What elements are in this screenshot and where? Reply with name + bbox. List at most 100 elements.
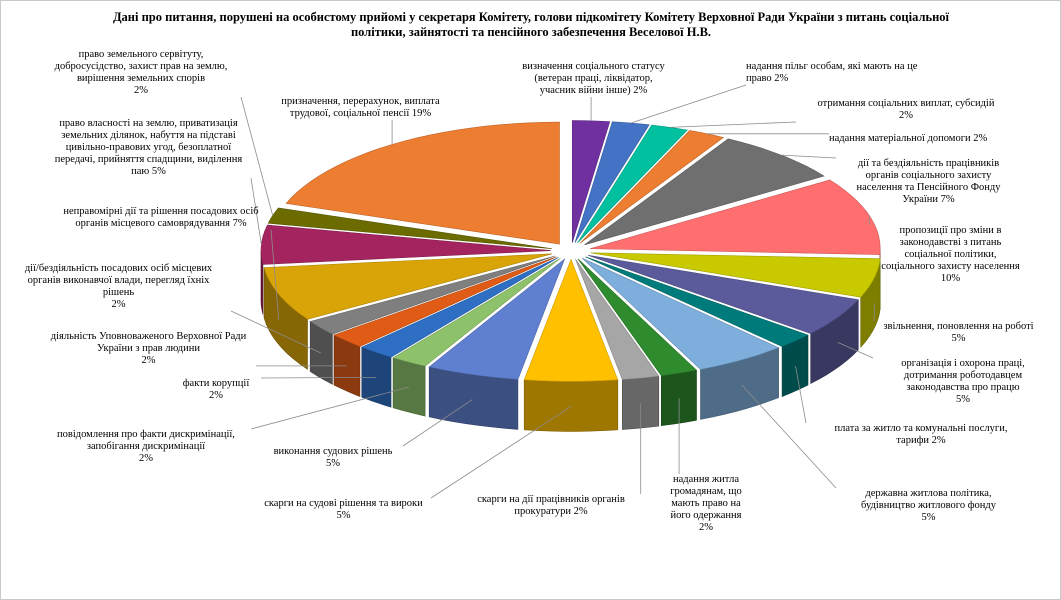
slice-label-line: 5% xyxy=(921,512,936,523)
slice-label-line: право 2% xyxy=(746,73,789,84)
slice-label-line: (ветеран праці, ліквідатор, xyxy=(534,73,653,84)
slice-label: звільнення, поновлення на роботі 5% xyxy=(866,321,1051,345)
slice-label-line: мають право на xyxy=(671,498,741,509)
slice-label: надання матеріальної допомоги 2% xyxy=(829,133,987,145)
slice-label-line: органів виконавчої влади, перегляд їхніх xyxy=(27,275,210,286)
slice-label-line: 2% xyxy=(899,110,913,121)
slice-label-line: учасник війни інше) 2% xyxy=(539,85,648,96)
pie-slice xyxy=(574,121,650,243)
slice-label-line: України з прав людини xyxy=(97,343,200,354)
slice-label-line: дії/бездіяльність посадових осіб місцеви… xyxy=(24,263,213,274)
slice-label: організація і охорона праці, дотримання р… xyxy=(873,358,1053,406)
slice-label-line: плата за житло та комунальні послуги, xyxy=(834,423,1008,434)
slice-label: право земельного сервітуту, добросусідств… xyxy=(41,49,241,97)
slice-label-line: факти корупції xyxy=(182,378,250,389)
slice-label: неправомірні дії та рішення посадових ос… xyxy=(51,206,271,230)
pie-tops xyxy=(260,120,881,382)
slice-label-line: 2% xyxy=(139,453,153,464)
slice-label-line: прокуратури 2% xyxy=(514,506,588,517)
slice-label-line: 5% xyxy=(951,333,966,344)
slice-label-line: 10% xyxy=(940,273,961,284)
slice-label-line: організація і охорона праці, xyxy=(901,358,1025,369)
leader-line xyxy=(630,84,747,124)
slice-label-line: вирішення земельних спорів xyxy=(76,73,206,84)
slice-label-line: державна житлова політика, xyxy=(865,488,992,499)
slice-label-line: дії та бездіяльність працівників xyxy=(857,158,1000,169)
slice-label: надання пільг особам, які мають на це пра… xyxy=(746,61,917,85)
pie-slice xyxy=(333,256,557,347)
slice-label-line: рішень xyxy=(102,287,135,298)
slice-label-line: скарги на судові рішення та вироки xyxy=(264,498,423,509)
slice-label-line: законодавстві з питань xyxy=(899,237,1002,248)
pie-slice-side xyxy=(392,357,426,417)
pie-slice xyxy=(584,138,825,246)
slice-label-line: тарифи 2% xyxy=(896,435,946,446)
leader-line xyxy=(837,342,874,359)
pie-slice xyxy=(577,124,688,244)
slice-label: отримання соціальних виплат, субсидій 2% xyxy=(796,98,1016,122)
pie-slice xyxy=(588,255,859,334)
pie-slice xyxy=(585,256,809,347)
pie-slice xyxy=(581,257,780,370)
slice-label-line: законодавства про працю xyxy=(906,382,1020,393)
pie-slice xyxy=(361,257,559,358)
slice-label: повідомлення про факти дискримінації, зап… xyxy=(41,429,251,465)
slice-label-line: скарги на дії працівників органів xyxy=(477,494,625,505)
slice-label-line: призначення, перерахунок, виплата xyxy=(281,96,440,107)
leader-line xyxy=(795,365,807,424)
slice-label-line: виконання судових рішень xyxy=(273,446,393,457)
leader-line xyxy=(270,229,280,320)
slice-label: скарги на судові рішення та вироки 5% xyxy=(256,498,431,522)
pie-slice xyxy=(579,130,725,244)
leader-line xyxy=(250,386,409,430)
leader-line xyxy=(781,154,837,159)
slice-label-line: паю 5% xyxy=(131,166,166,177)
chart-title: Дані про питання, порушені на особистому… xyxy=(112,10,950,39)
slice-label-line: 2% xyxy=(699,522,713,533)
slice-label: пропозиції про зміни в законодавстві з пи… xyxy=(863,225,1038,285)
slice-label-line: повідомлення про факти дискримінації, xyxy=(57,429,235,440)
slice-label: визначення соціального статусу (ветеран п… xyxy=(501,61,686,97)
slice-label-line: соціального захисту населення xyxy=(881,261,1020,272)
slice-label: плата за житло та комунальні послуги, тар… xyxy=(806,423,1036,447)
slice-label-line: право земельного сервітуту, xyxy=(78,49,204,60)
slice-label-line: надання матеріальної допомоги 2% xyxy=(829,133,988,144)
slice-label: виконання судових рішень 5% xyxy=(263,446,403,470)
leader-line xyxy=(741,384,837,489)
slice-label-line: 2% xyxy=(134,85,148,96)
leader-line xyxy=(250,177,262,245)
slice-label-line: України 7% xyxy=(902,194,955,205)
slice-label-line: неправомірні дії та рішення посадових ос… xyxy=(63,206,259,217)
slice-label-line: право власності на землю, приватизація xyxy=(59,118,238,129)
slice-label-line: органів місцевого самоврядування 7% xyxy=(75,218,247,229)
leader-lines xyxy=(230,84,875,499)
slice-label-line: передачі, прийняття спадщини, виділення xyxy=(54,154,243,165)
slice-label-line: добросусідство, захист прав на землю, xyxy=(54,61,228,72)
pie-slice xyxy=(428,258,566,380)
slice-label-line: його одержання xyxy=(670,510,742,521)
leader-line xyxy=(230,310,321,354)
pie-sides xyxy=(260,248,881,432)
slice-label-line: органів соціального захисту xyxy=(865,170,992,181)
slice-label: скарги на дії працівників органів прокура… xyxy=(456,494,646,518)
slice-label-line: 2% xyxy=(141,355,156,366)
slice-label: факти корупції 2% xyxy=(171,378,261,402)
slice-label-line: пропозиції про зміни в xyxy=(899,225,1002,236)
slice-label-line: 2% xyxy=(209,390,223,401)
slice-label-line: дотримання роботодавцем xyxy=(903,370,1023,381)
leader-line xyxy=(260,376,377,379)
pie-slice xyxy=(523,258,619,382)
slice-label-line: надання пільг особам, які мають на це xyxy=(746,61,918,72)
leader-line xyxy=(240,96,274,216)
pie-slice xyxy=(590,252,881,298)
slice-label-line: надання житла xyxy=(672,474,740,485)
slice-label-line: 5% xyxy=(336,510,351,521)
slice-label-line: отримання соціальних виплат, субсидій xyxy=(817,98,995,109)
slice-label-line: визначення соціального статусу xyxy=(522,61,665,72)
pie-slice xyxy=(575,259,660,380)
slice-label: діяльність Уповноваженого Верховної Ради… xyxy=(41,331,256,367)
slice-label-line: земельних ділянок, набуття на підставі xyxy=(61,130,236,141)
slice-label-line: 5% xyxy=(326,458,340,469)
